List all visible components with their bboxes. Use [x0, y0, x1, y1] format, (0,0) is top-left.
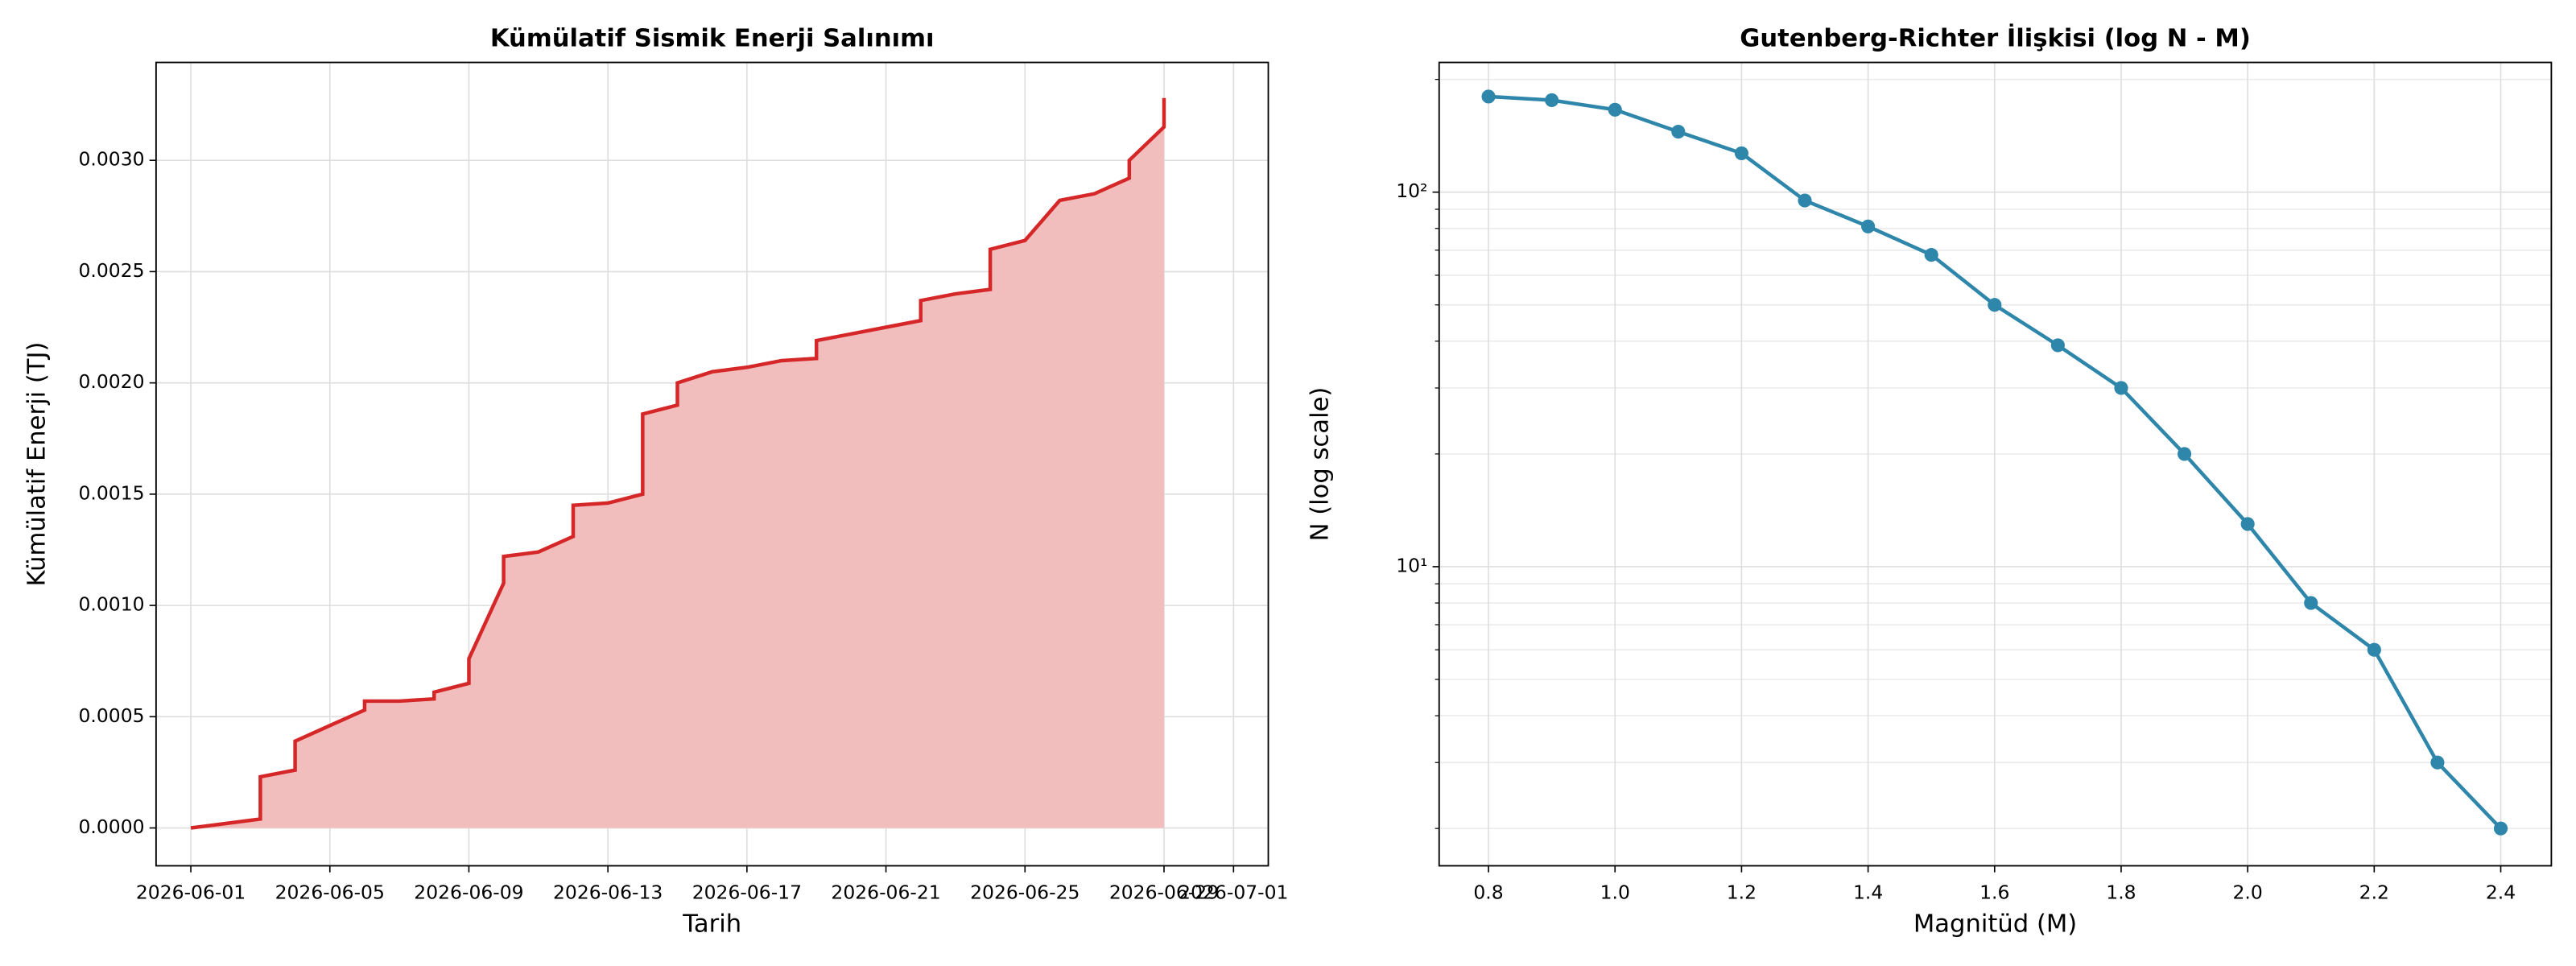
x-tick-label: 1.6: [1979, 881, 2009, 904]
x-tick-label: 2.4: [2486, 881, 2516, 904]
point: [1861, 219, 1876, 233]
x-tick-label: 2026-06-05: [275, 881, 385, 904]
x-axis-label: Magnitüd (M): [1913, 910, 2077, 938]
point: [1545, 93, 1559, 108]
point: [1924, 248, 1938, 262]
point: [2114, 381, 2128, 395]
x-tick-label: 2026-06-01: [136, 881, 246, 904]
point: [2430, 755, 2445, 770]
y-tick-label: 0.0020: [79, 370, 145, 393]
y-axis-label: Kümülatif Enerji (TJ): [23, 342, 51, 587]
point: [1671, 125, 1686, 139]
x-tick-label: 0.8: [1473, 881, 1503, 904]
line: [190, 97, 1166, 830]
axes-frame: [1438, 61, 2553, 867]
x-tick-label: 2026-06-17: [692, 881, 802, 904]
point: [1481, 89, 1496, 104]
point: [1988, 298, 2002, 312]
point: [2240, 517, 2255, 531]
x-tick-label: 2026-06-13: [553, 881, 663, 904]
chart-title: Gutenberg-Richter İlişkisi (log N - M): [1740, 23, 2251, 52]
point: [2367, 642, 2381, 657]
x-tick-label: 2.0: [2232, 881, 2262, 904]
axes-frame: [155, 61, 1269, 867]
x-tick-label: 1.8: [2106, 881, 2136, 904]
x-tick-label: 2.2: [2359, 881, 2389, 904]
point: [2493, 821, 2508, 836]
point: [1734, 146, 1748, 160]
x-tick-label: 2026-06-09: [414, 881, 523, 904]
x-tick-label: 1.0: [1600, 881, 1630, 904]
x-tick-label: 2026-06-21: [831, 881, 940, 904]
x-tick-label: 2026-06-25: [970, 881, 1080, 904]
y-tick-label: 0.0025: [79, 259, 145, 282]
point: [2304, 596, 2318, 610]
point: [2050, 338, 2065, 353]
x-axis-label: Tarih: [682, 910, 741, 938]
x-tick-label: 1.4: [1853, 881, 1883, 904]
point: [2177, 447, 2192, 461]
x-tick-label: 2026-07-01: [1179, 881, 1288, 904]
chart-title: Kümülatif Sismik Enerji Salınımı: [490, 24, 935, 52]
point: [1798, 193, 1812, 208]
point: [1608, 102, 1622, 117]
x-tick-label: 2026-06-29: [1109, 881, 1219, 904]
y-tick-label: 10²: [1396, 180, 1427, 202]
y-tick-label: 0.0015: [79, 481, 145, 504]
y-axis-label: N (log scale): [1306, 387, 1334, 542]
y-tick-label: 0.0010: [79, 593, 145, 616]
y-tick-label: 0.0030: [79, 148, 145, 171]
y-tick-label: 0.0005: [79, 704, 145, 727]
y-tick-label: 10¹: [1396, 554, 1427, 576]
x-tick-label: 1.2: [1727, 881, 1757, 904]
y-tick-label: 0.0000: [79, 815, 145, 838]
area-fill: [191, 97, 1164, 828]
